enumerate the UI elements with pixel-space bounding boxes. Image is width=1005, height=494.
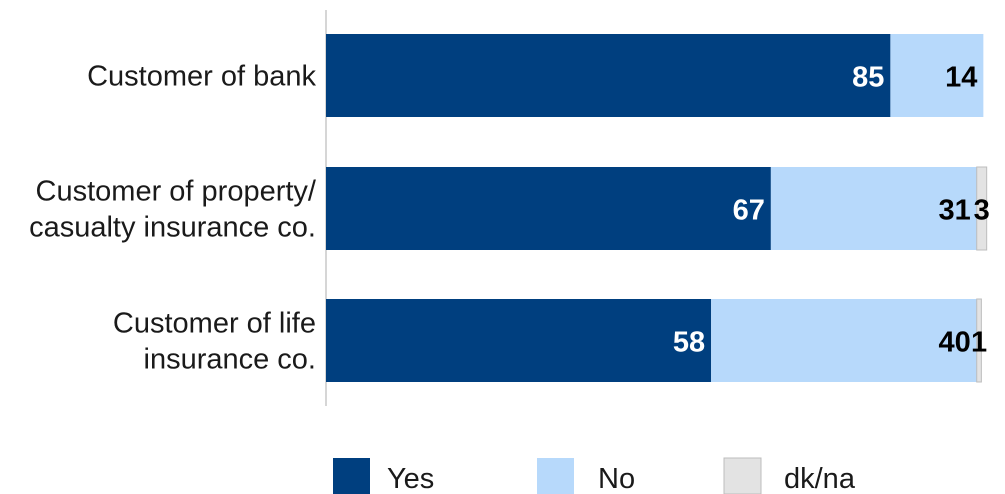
bar-segment-no [770, 167, 977, 250]
legend-swatch-yes [333, 458, 370, 494]
category-label: Customer of property/ [36, 176, 317, 208]
bar-segment-yes [326, 167, 771, 250]
bar-segment-no [711, 299, 977, 382]
data-label: 1 [971, 327, 987, 359]
legend: Yes No dk/na [333, 457, 856, 494]
bar-segment-yes [326, 299, 712, 382]
category-label: insurance co. [144, 344, 317, 376]
data-label: 85 [852, 62, 884, 94]
category-label: Customer of life [113, 308, 316, 340]
legend-swatch-dk-na [723, 457, 762, 494]
category-label: casualty insurance co. [29, 212, 316, 244]
data-label: 31 [938, 195, 970, 227]
legend-label: No [598, 463, 635, 494]
bar-segment-dk-na [976, 298, 982, 383]
bar-segment-no [890, 34, 984, 117]
legend-swatch-no [537, 458, 574, 494]
data-label: 40 [938, 327, 970, 359]
bar-segment-dk-na [976, 166, 988, 251]
legend-label: dk/na [784, 463, 856, 494]
category-labels-group: Customer of bank Customer of property/cas… [29, 61, 317, 376]
category-label: Customer of bank [87, 61, 316, 93]
data-label: 3 [974, 195, 990, 227]
bar-segment-yes [326, 34, 891, 117]
data-label: 58 [673, 327, 705, 359]
legend-label: Yes [387, 463, 434, 494]
bars-group: 85 14 67 31 3 58 40 1 [326, 34, 990, 383]
data-label: 67 [733, 195, 765, 227]
data-label: 14 [945, 62, 977, 94]
